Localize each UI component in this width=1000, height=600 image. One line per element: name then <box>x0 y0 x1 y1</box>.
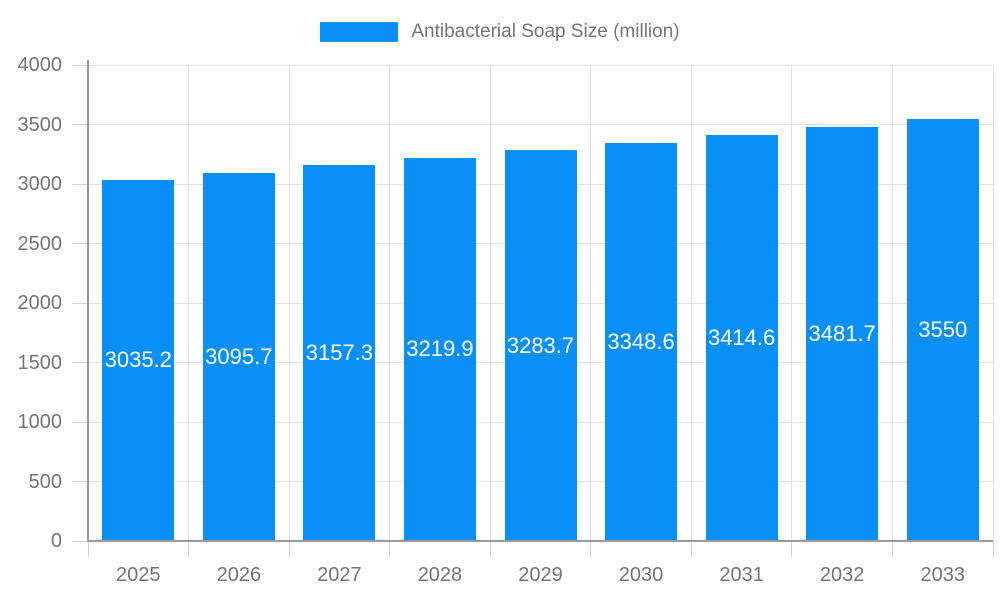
y-axis-line <box>87 60 89 541</box>
bar <box>202 172 275 541</box>
y-axis-tick <box>72 183 88 185</box>
x-axis-label: 2025 <box>116 564 161 586</box>
x-axis-tick <box>992 541 994 557</box>
bar <box>705 134 778 541</box>
bar-value-label: 3414.6 <box>707 324 776 350</box>
y-axis-label: 1000 <box>17 411 63 433</box>
bar-value-label: 3095.7 <box>205 343 273 369</box>
y-axis-tick <box>72 362 88 363</box>
y-axis-label: 3500 <box>17 113 63 136</box>
vertical-gridline <box>690 65 692 541</box>
x-axis-label: 2026 <box>216 564 262 586</box>
bar <box>806 126 879 541</box>
vertical-gridline <box>489 65 491 541</box>
y-axis-label: 1500 <box>17 351 63 374</box>
x-axis-label: 2033 <box>920 564 965 586</box>
vertical-gridline <box>791 65 793 541</box>
bar <box>303 165 376 541</box>
x-axis-tick <box>188 541 190 557</box>
horizontal-gridline <box>88 124 993 125</box>
horizontal-gridline <box>88 64 993 66</box>
y-axis-label: 3000 <box>17 173 63 195</box>
x-axis-tick <box>891 541 893 557</box>
y-axis-tick <box>72 64 88 66</box>
x-axis-label: 2031 <box>719 564 764 586</box>
y-axis-tick <box>72 243 88 244</box>
bar-value-label: 3481.7 <box>808 320 876 346</box>
bar-value-label: 3550 <box>918 316 968 342</box>
legend[interactable]: Antibacterial Soap Size (million) <box>0 20 1000 44</box>
y-axis-label: 500 <box>28 470 62 493</box>
vertical-gridline <box>590 65 592 541</box>
x-axis-label: 2030 <box>618 564 664 586</box>
bar <box>403 157 476 541</box>
x-axis-tick <box>389 541 391 557</box>
bar <box>504 150 577 541</box>
x-axis-tick <box>489 541 491 557</box>
x-axis-tick <box>690 541 692 557</box>
bar-value-label: 3283.7 <box>506 332 575 358</box>
x-axis-tick <box>590 541 592 557</box>
y-axis-tick <box>72 421 88 423</box>
bar-value-label: 3157.3 <box>305 340 374 366</box>
bar-value-label: 3219.9 <box>406 336 474 362</box>
y-axis-label: 2500 <box>17 232 63 255</box>
vertical-gridline <box>891 65 893 541</box>
y-axis-tick <box>72 302 88 304</box>
x-axis-tick <box>791 541 793 557</box>
y-axis-tick <box>72 481 88 482</box>
y-axis-label: 2000 <box>17 292 63 314</box>
x-axis-label: 2032 <box>819 564 865 586</box>
bar <box>605 142 678 541</box>
bar-value-label: 3035.2 <box>104 347 172 373</box>
y-axis-tick <box>72 124 88 125</box>
vertical-gridline <box>389 65 391 541</box>
x-axis-line <box>87 540 993 542</box>
bar <box>906 118 979 541</box>
y-axis-label: 4000 <box>17 54 63 76</box>
vertical-gridline <box>188 65 190 541</box>
vertical-gridline <box>288 65 290 541</box>
x-axis-label: 2027 <box>317 564 362 586</box>
legend-label[interactable]: Antibacterial Soap Size (million) <box>411 21 680 42</box>
x-axis-tick <box>288 541 290 557</box>
y-axis-tick <box>72 540 88 542</box>
x-axis-tick <box>87 541 89 557</box>
bar-value-label: 3348.6 <box>607 328 675 354</box>
bar <box>102 179 175 541</box>
vertical-gridline <box>992 65 994 541</box>
x-axis-label: 2028 <box>417 564 463 586</box>
y-axis-label: 0 <box>50 530 62 552</box>
x-axis-label: 2029 <box>518 564 563 586</box>
legend-swatch[interactable] <box>320 22 399 42</box>
